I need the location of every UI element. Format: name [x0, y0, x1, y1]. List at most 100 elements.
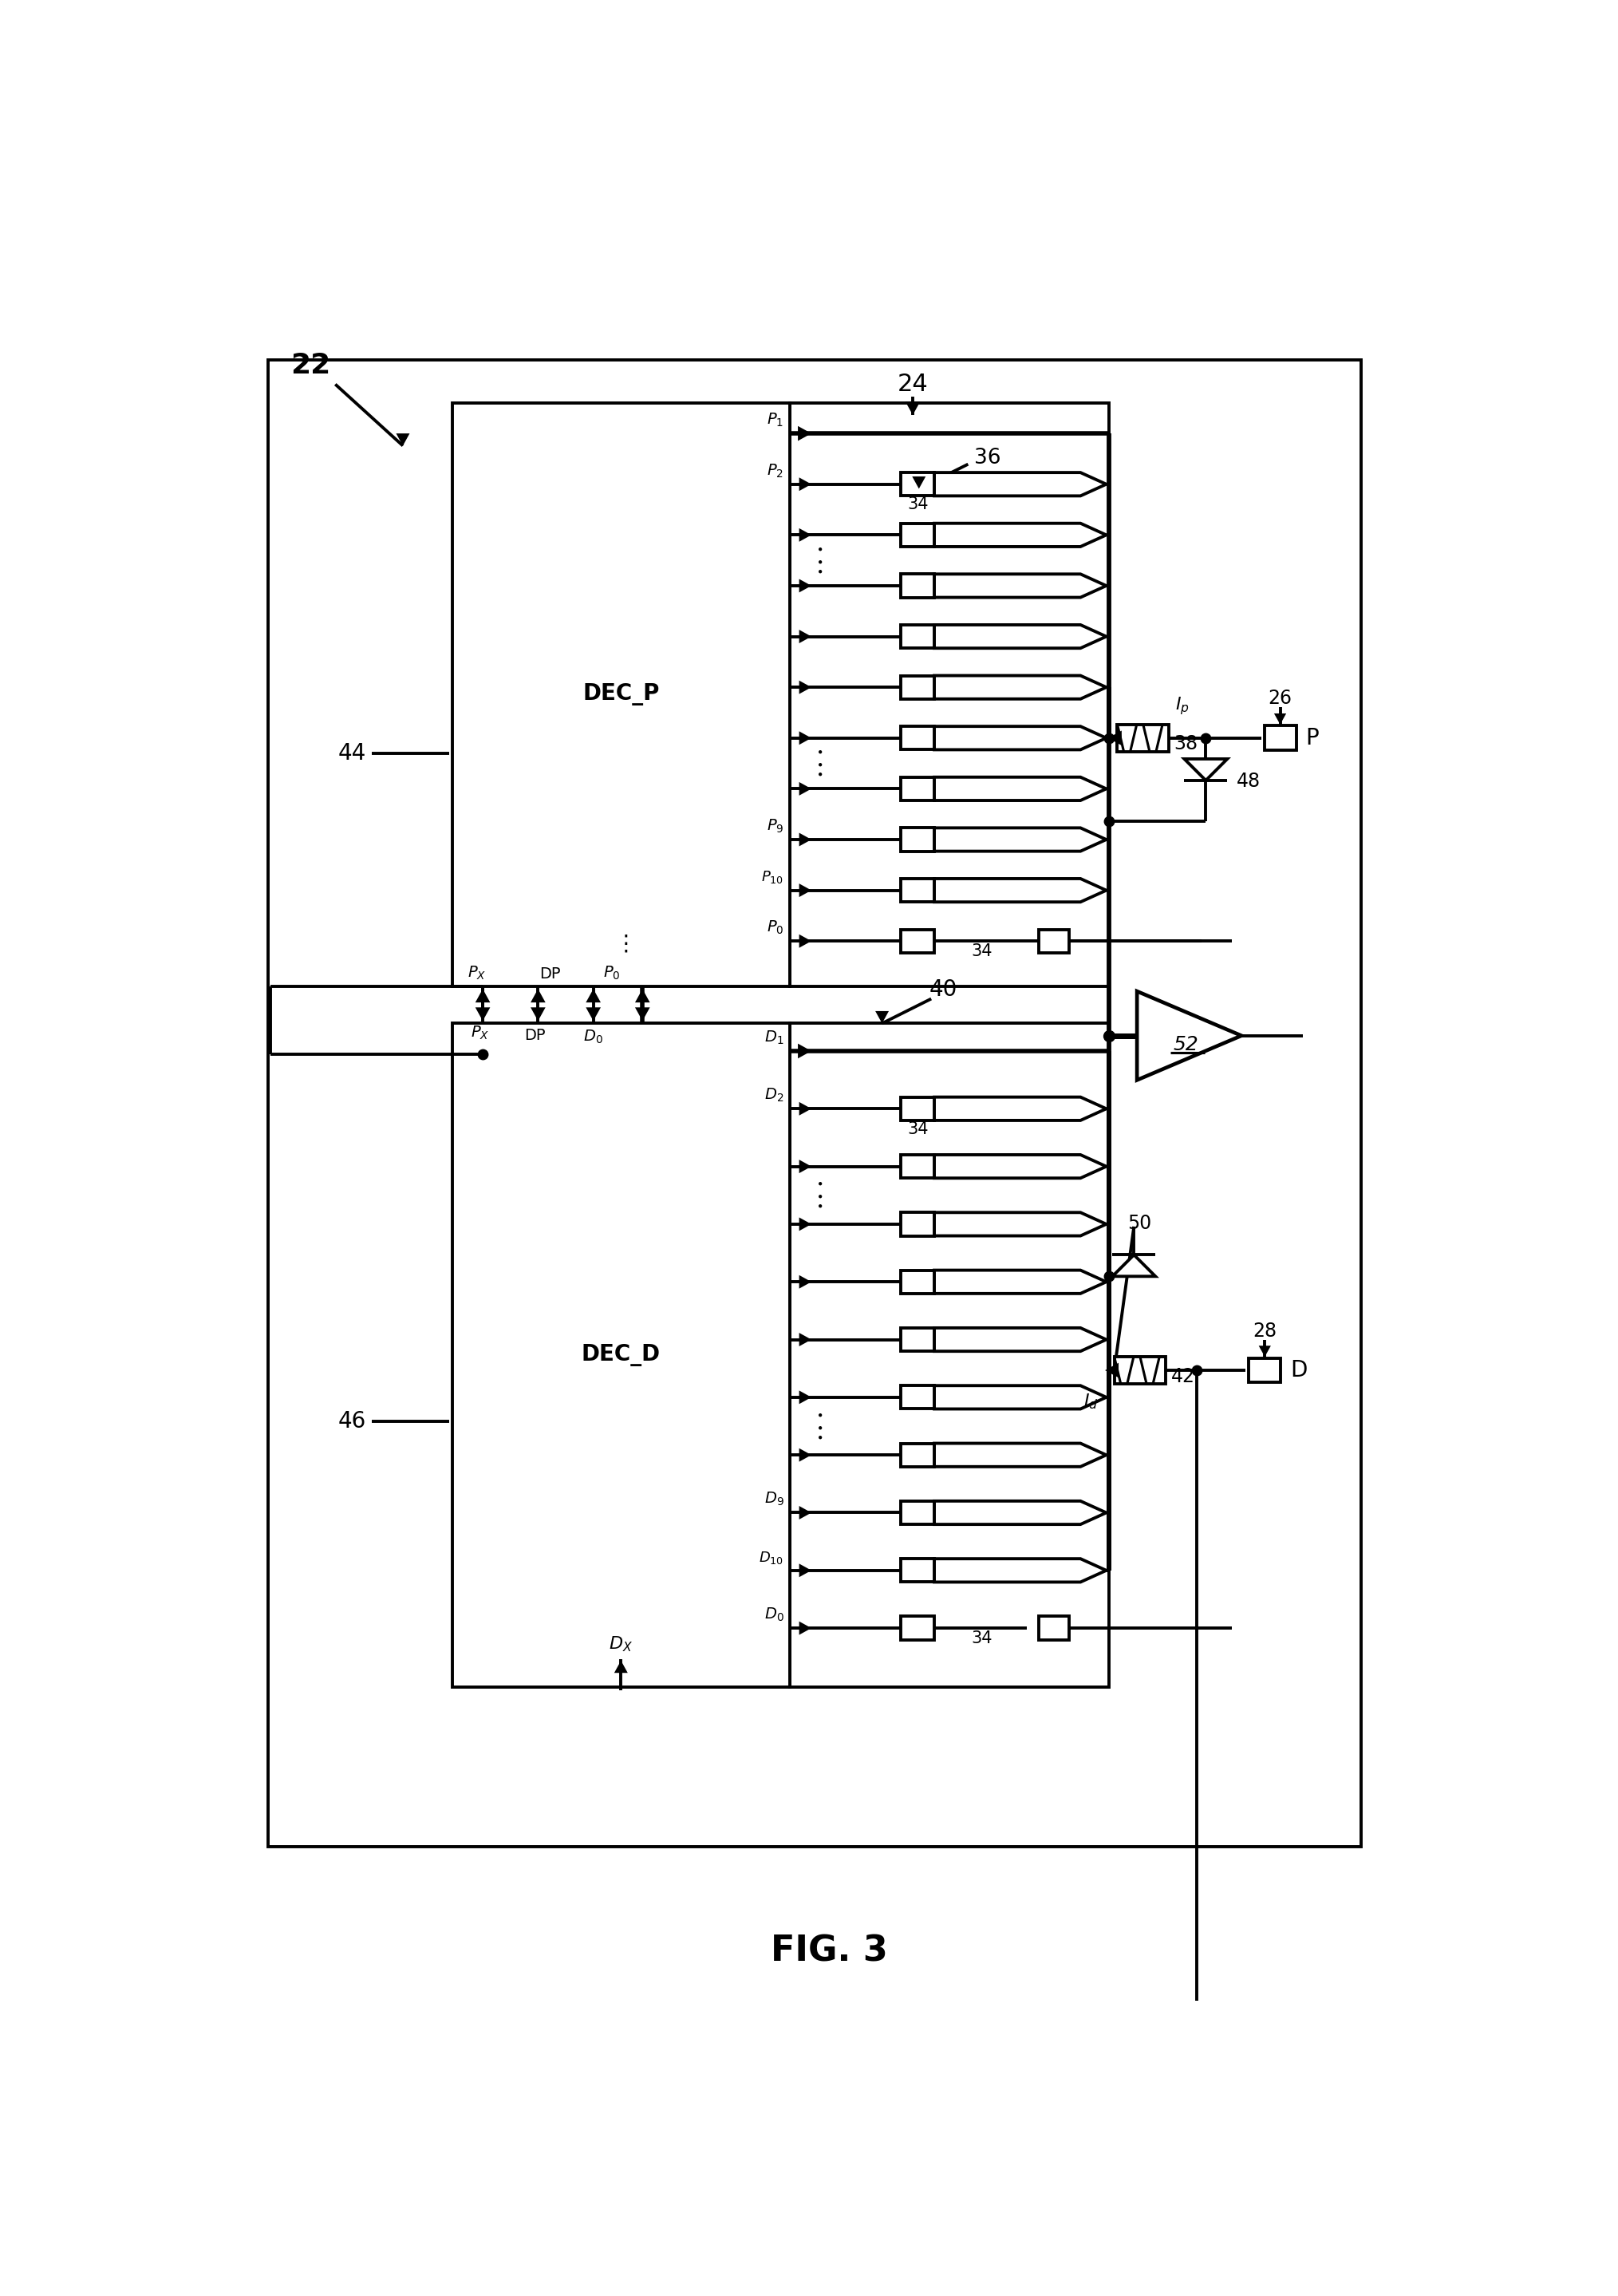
- Polygon shape: [1108, 730, 1121, 746]
- Text: $P_9$: $P_9$: [767, 817, 783, 836]
- Polygon shape: [799, 1332, 811, 1345]
- Bar: [901, 523, 934, 546]
- Text: 28: 28: [1252, 1320, 1277, 1341]
- Polygon shape: [934, 473, 1107, 496]
- Text: $P_X$: $P_X$: [468, 964, 485, 983]
- Polygon shape: [799, 1102, 811, 1116]
- Polygon shape: [799, 1217, 811, 1231]
- Polygon shape: [799, 680, 811, 693]
- Text: DEC_D: DEC_D: [581, 1343, 660, 1366]
- Text: 46: 46: [338, 1410, 366, 1433]
- Polygon shape: [799, 1274, 811, 1288]
- Text: $D_{10}$: $D_{10}$: [759, 1550, 783, 1566]
- Polygon shape: [934, 574, 1107, 597]
- Bar: [901, 1327, 934, 1352]
- Bar: [790, 1024, 1110, 1688]
- Text: 34: 34: [908, 1120, 929, 1137]
- Polygon shape: [934, 1270, 1107, 1293]
- Polygon shape: [799, 1621, 811, 1635]
- Polygon shape: [1184, 760, 1228, 781]
- Polygon shape: [799, 478, 811, 491]
- Polygon shape: [934, 879, 1107, 902]
- Bar: [1264, 726, 1296, 751]
- Polygon shape: [531, 1008, 545, 1022]
- Text: $I_d$: $I_d$: [1084, 1391, 1099, 1410]
- Polygon shape: [1105, 1364, 1118, 1378]
- Polygon shape: [934, 829, 1107, 852]
- Text: 24: 24: [898, 372, 929, 395]
- Polygon shape: [934, 675, 1107, 698]
- Text: $P_0$: $P_0$: [604, 964, 620, 983]
- Bar: [1039, 930, 1069, 953]
- Text: $P_0$: $P_0$: [767, 918, 783, 937]
- Bar: [901, 473, 934, 496]
- Text: $P_1$: $P_1$: [767, 411, 783, 429]
- Polygon shape: [1137, 992, 1241, 1079]
- Text: 34: 34: [908, 496, 929, 512]
- Bar: [901, 1616, 934, 1639]
- Text: $D_1$: $D_1$: [764, 1029, 783, 1047]
- Text: 34: 34: [971, 944, 992, 960]
- Bar: [451, 402, 790, 987]
- Bar: [901, 1212, 934, 1235]
- Text: $\bullet\bullet\bullet$: $\bullet\bullet\bullet$: [814, 748, 827, 778]
- Text: DEC_P: DEC_P: [582, 684, 660, 705]
- Text: 40: 40: [929, 978, 958, 1001]
- Bar: [901, 879, 934, 902]
- Polygon shape: [799, 1449, 811, 1463]
- Polygon shape: [586, 1008, 600, 1022]
- Polygon shape: [799, 884, 811, 898]
- Polygon shape: [934, 1097, 1107, 1120]
- Bar: [451, 1024, 790, 1688]
- Bar: [1118, 726, 1168, 751]
- Polygon shape: [934, 726, 1107, 751]
- Text: $\vdots$: $\vdots$: [615, 932, 628, 955]
- Polygon shape: [799, 730, 811, 744]
- Polygon shape: [799, 528, 811, 542]
- Bar: [901, 574, 934, 597]
- Text: $\bullet\bullet\bullet$: $\bullet\bullet\bullet$: [814, 546, 827, 574]
- Text: $D_X$: $D_X$: [608, 1635, 633, 1653]
- Text: 38: 38: [1175, 735, 1197, 753]
- Text: $\bullet\bullet\bullet$: $\bullet\bullet\bullet$: [814, 1180, 827, 1210]
- Text: D: D: [1290, 1359, 1307, 1382]
- Polygon shape: [634, 990, 650, 1003]
- Text: 50: 50: [1128, 1215, 1152, 1233]
- Polygon shape: [799, 629, 811, 643]
- Text: FIG. 3: FIG. 3: [770, 1933, 888, 1968]
- Polygon shape: [1113, 1256, 1155, 1277]
- Bar: [901, 1097, 934, 1120]
- Text: 48: 48: [1236, 771, 1260, 790]
- Text: DP: DP: [524, 1029, 545, 1042]
- Text: 44: 44: [338, 742, 366, 765]
- Bar: [901, 930, 934, 953]
- Text: $P_{10}$: $P_{10}$: [762, 870, 783, 886]
- Text: $D_9$: $D_9$: [764, 1490, 783, 1508]
- Text: 36: 36: [974, 448, 1002, 468]
- Text: P: P: [1306, 728, 1319, 748]
- Polygon shape: [799, 1506, 811, 1520]
- Text: $P_2$: $P_2$: [767, 461, 783, 480]
- Bar: [901, 1502, 934, 1525]
- Bar: [1115, 1357, 1167, 1384]
- Polygon shape: [934, 1502, 1107, 1525]
- Bar: [790, 402, 1110, 987]
- Polygon shape: [934, 1444, 1107, 1467]
- Bar: [901, 1155, 934, 1178]
- Bar: [901, 625, 934, 647]
- Polygon shape: [476, 990, 490, 1003]
- Polygon shape: [798, 427, 811, 441]
- Bar: [1249, 1357, 1281, 1382]
- Polygon shape: [799, 783, 811, 794]
- Polygon shape: [934, 1559, 1107, 1582]
- Polygon shape: [396, 434, 409, 445]
- Polygon shape: [1259, 1345, 1270, 1357]
- Text: 34: 34: [971, 1630, 992, 1646]
- Polygon shape: [934, 776, 1107, 801]
- Polygon shape: [799, 1564, 811, 1577]
- Text: 26: 26: [1269, 689, 1293, 707]
- Polygon shape: [934, 1155, 1107, 1178]
- Polygon shape: [799, 934, 811, 948]
- Polygon shape: [634, 1008, 650, 1022]
- Polygon shape: [875, 1010, 888, 1024]
